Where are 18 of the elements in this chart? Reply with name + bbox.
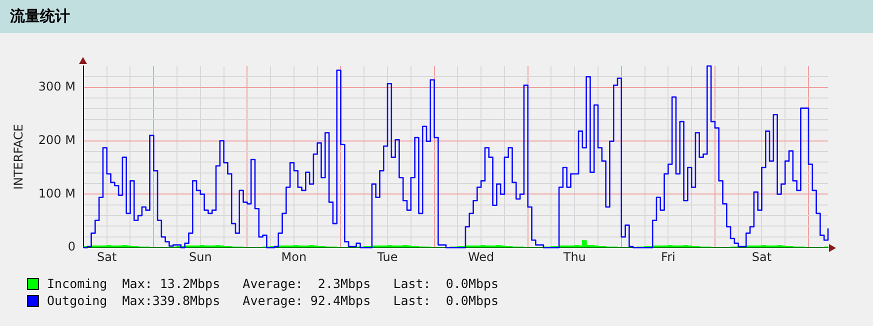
x-tick-label: Mon (281, 250, 307, 264)
text: Max: 13.2Mbps Average: 2.3Mbps Last: 0.0Mbps (122, 276, 499, 291)
y-tick-label: 100 M (38, 186, 76, 200)
x-tick-label: Wed (468, 250, 494, 264)
x-tick-label: Thu (562, 250, 586, 264)
legend-label: Outgoing (47, 293, 108, 308)
text: Max:339.8Mbps Average: 92.4Mbps Last: 0.0Mbps (122, 293, 499, 308)
y-tick-label: 0 (68, 240, 76, 254)
y-tick-label: 200 M (38, 132, 76, 147)
y-axis-title: INTERFACE (11, 124, 26, 190)
y-tick-label: 300 M (38, 79, 76, 94)
x-tick-label: Tue (376, 250, 398, 264)
x-tick-label: Sat (97, 250, 117, 264)
legend-label: Incoming (47, 276, 108, 291)
x-tick-label: Fri (661, 250, 676, 264)
x-tick-label: Sat (752, 250, 772, 264)
x-tick-label: Sun (189, 250, 212, 264)
chart-title: 流量统计 (10, 7, 70, 26)
